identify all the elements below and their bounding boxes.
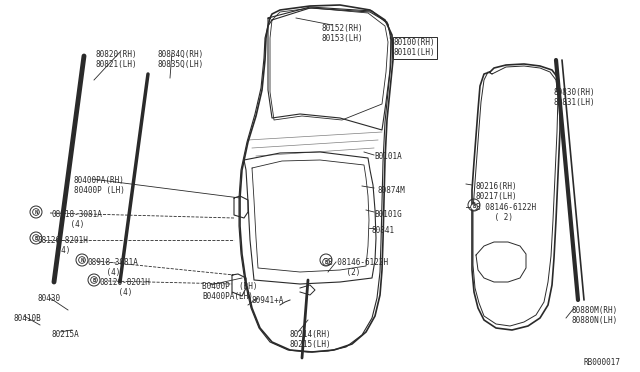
- Text: 80152(RH)
80153(LH): 80152(RH) 80153(LH): [322, 24, 364, 44]
- Text: 80410B: 80410B: [14, 314, 42, 323]
- Text: 80830(RH)
80831(LH): 80830(RH) 80831(LH): [554, 88, 596, 108]
- Text: B: B: [472, 202, 476, 208]
- Text: 80430: 80430: [38, 294, 61, 303]
- Text: B0101G: B0101G: [374, 210, 402, 219]
- Text: 08126-8201H
    (4): 08126-8201H (4): [100, 278, 151, 297]
- Text: 80841: 80841: [372, 226, 395, 235]
- Text: 80820(RH)
80821(LH): 80820(RH) 80821(LH): [96, 50, 138, 70]
- Text: B: B: [324, 260, 328, 264]
- Text: B: B: [324, 257, 328, 263]
- Text: 80874M: 80874M: [378, 186, 406, 195]
- Text: 80100(RH)
80101(LH): 80100(RH) 80101(LH): [394, 38, 436, 57]
- Text: 80214(RH)
80215(LH): 80214(RH) 80215(LH): [290, 330, 332, 349]
- Text: B0101A: B0101A: [374, 152, 402, 161]
- Text: 80216(RH)
80217(LH): 80216(RH) 80217(LH): [476, 182, 518, 201]
- Text: N: N: [81, 257, 84, 263]
- Text: B: B: [34, 235, 38, 241]
- Text: RB000017: RB000017: [584, 358, 621, 367]
- Text: 80880M(RH)
80880N(LH): 80880M(RH) 80880N(LH): [572, 306, 618, 326]
- Text: N: N: [34, 209, 38, 215]
- Text: N: N: [80, 257, 84, 263]
- Text: B: B: [35, 235, 38, 241]
- Text: 08918-3081A
    (4): 08918-3081A (4): [88, 258, 139, 278]
- Text: B 08146-6122H
    ( 2): B 08146-6122H ( 2): [476, 203, 536, 222]
- Text: N: N: [35, 209, 38, 215]
- Text: 80834Q(RH)
80835Q(LH): 80834Q(RH) 80835Q(LH): [158, 50, 204, 70]
- Text: B 08146-6122H
    (2): B 08146-6122H (2): [328, 258, 388, 278]
- Text: B0400P  (RH)
B0400PA(LH): B0400P (RH) B0400PA(LH): [202, 282, 257, 301]
- Text: B: B: [92, 278, 95, 282]
- Text: 80941+A: 80941+A: [252, 296, 284, 305]
- Text: 80400PA(RH)
80400P (LH): 80400PA(RH) 80400P (LH): [74, 176, 125, 195]
- Text: 80215A: 80215A: [52, 330, 80, 339]
- Text: 08918-3081A
    (4): 08918-3081A (4): [52, 210, 103, 230]
- Text: B: B: [472, 205, 476, 209]
- Text: 08126-8201H
    (4): 08126-8201H (4): [38, 236, 89, 256]
- Text: B: B: [92, 278, 96, 282]
